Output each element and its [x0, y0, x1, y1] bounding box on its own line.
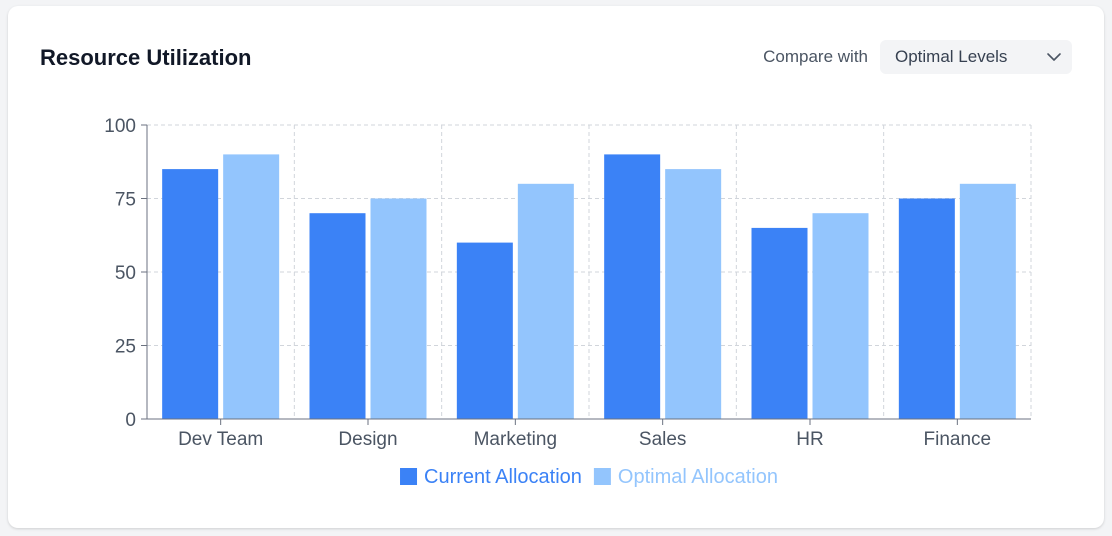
bar-optimal — [370, 198, 427, 419]
bar-current — [456, 242, 513, 419]
chevron-down-icon — [1047, 53, 1061, 61]
legend-swatch — [593, 468, 611, 485]
bar-optimal — [665, 169, 722, 419]
x-tick-label: Finance — [924, 429, 992, 450]
compare-select-value: Optimal Levels — [895, 47, 1008, 66]
bar-current — [751, 227, 808, 419]
bar-current — [162, 169, 219, 419]
bar-optimal — [959, 183, 1016, 419]
y-tick-label: 75 — [115, 190, 136, 211]
x-tick-label: HR — [796, 429, 823, 450]
compare-label: Compare with — [763, 47, 868, 66]
bar-current — [309, 213, 366, 419]
chart-axes: Dev Team Design Marketing Sales HR Finance 0 25… — [104, 116, 1031, 450]
bar-optimal — [517, 183, 574, 419]
bar-current — [898, 198, 955, 419]
x-tick-label: Design — [338, 429, 397, 450]
legend-swatch — [400, 468, 418, 485]
y-tick-label: 50 — [115, 263, 136, 284]
bar-optimal — [812, 213, 869, 419]
bar-current — [604, 154, 661, 419]
chart-legend: Current Allocation Optimal Allocation — [400, 466, 778, 488]
x-tick-label: Marketing — [474, 429, 557, 450]
x-tick-label: Sales — [639, 429, 687, 450]
y-tick-label: 0 — [125, 410, 136, 431]
compare-control: Compare with Optimal Levels — [763, 40, 1072, 74]
legend-label: Optimal Allocation — [618, 466, 778, 488]
compare-select[interactable]: Optimal Levels — [880, 40, 1072, 74]
chart-title: Resource Utilization — [40, 45, 252, 70]
legend-label: Current Allocation — [424, 466, 582, 488]
chart-bars — [162, 154, 1016, 419]
y-tick-label: 100 — [104, 116, 136, 137]
x-tick-label: Dev Team — [178, 429, 263, 450]
y-tick-label: 25 — [115, 337, 136, 358]
chart-grid — [146, 124, 1032, 419]
bar-optimal — [223, 154, 280, 419]
